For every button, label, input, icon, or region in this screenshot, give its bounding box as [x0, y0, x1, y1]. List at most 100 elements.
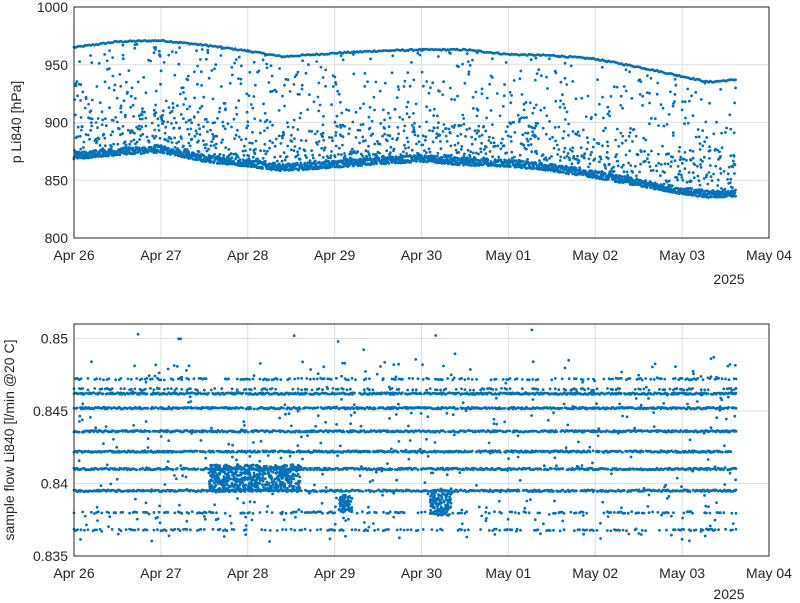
pressure-point [475, 51, 479, 54]
pressure-point [339, 134, 343, 138]
pressure-point [554, 139, 557, 143]
pressure-point [520, 93, 524, 96]
pressure-point [260, 165, 263, 169]
pressure-point [283, 158, 287, 162]
pressure-point [535, 152, 539, 156]
pressure-point [437, 55, 440, 58]
pressure-point [465, 128, 469, 131]
pressure-point [198, 107, 202, 110]
pressure-point [585, 136, 589, 140]
flow-point [196, 467, 200, 471]
pressure-point [80, 125, 84, 129]
pressure-point [124, 143, 128, 147]
pressure-point [696, 174, 700, 178]
pressure-point [619, 131, 623, 135]
pressure-point [239, 82, 243, 85]
pressure-point [130, 152, 134, 155]
pressure-point [680, 176, 684, 179]
pressure-point [258, 131, 262, 135]
pressure-point [179, 113, 183, 116]
pressure-point [601, 177, 604, 181]
pressure-point [665, 123, 669, 126]
pressure-point [115, 96, 119, 100]
pressure-point [412, 78, 416, 82]
pressure-point [391, 137, 394, 141]
pressure-point [104, 124, 108, 128]
pressure-point [195, 132, 199, 136]
pressure-point [557, 54, 560, 58]
pressure-point [168, 111, 172, 115]
pressure-point [367, 127, 371, 131]
pressure-point [391, 54, 395, 58]
pressure-point [374, 159, 378, 163]
pressure-point [295, 73, 298, 77]
pressure-point [589, 153, 592, 157]
pressure-point [263, 54, 267, 57]
pressure-point [137, 114, 141, 118]
pressure-point [480, 87, 484, 91]
pressure-point [563, 76, 567, 80]
pressure-point [154, 111, 158, 115]
pressure-point [96, 126, 99, 129]
pressure-point [681, 157, 685, 161]
pressure-point [300, 87, 304, 91]
pressure-point [231, 73, 234, 77]
pressure-point [216, 116, 219, 120]
pressure-point [292, 149, 296, 153]
pressure-point [108, 106, 111, 110]
pressure-point [634, 134, 638, 138]
pressure-point [105, 59, 109, 63]
pressure-point [425, 151, 428, 155]
pressure-point [218, 152, 222, 156]
pressure-point [368, 105, 372, 109]
pressure-point [81, 90, 85, 94]
pressure-point [218, 106, 222, 110]
pressure-point [254, 147, 257, 151]
pressure-point [235, 112, 239, 116]
pressure-point [184, 149, 187, 153]
pressure-point [367, 144, 370, 148]
pressure-point [571, 80, 575, 83]
pressure-point [269, 64, 273, 68]
pressure-point [285, 168, 289, 172]
pressure-point [508, 91, 512, 94]
pressure-point [679, 173, 683, 177]
pressure-point [592, 138, 596, 141]
pressure-point [478, 135, 481, 138]
pressure-point [111, 130, 114, 134]
pressure-point [130, 86, 134, 90]
pressure-point [316, 143, 319, 146]
pressure-point [166, 120, 170, 124]
x-tick-label: Apr 29 [314, 247, 355, 263]
pressure-point [194, 129, 198, 133]
pressure-point [172, 126, 176, 130]
pressure-point [418, 125, 421, 128]
pressure-point [421, 48, 425, 52]
pressure-point [719, 167, 722, 171]
pressure-point [280, 159, 284, 163]
pressure-point [722, 169, 726, 173]
pressure-point [622, 170, 626, 174]
pressure-point [188, 144, 192, 148]
pressure-point [506, 134, 510, 138]
pressure-point [465, 52, 469, 56]
pressure-point [253, 152, 257, 156]
pressure-point [680, 108, 684, 112]
pressure-point [395, 96, 399, 99]
x-tick-label: Apr 26 [53, 247, 94, 263]
pressure-point [338, 100, 342, 104]
pressure-point [244, 149, 247, 153]
pressure-point [153, 128, 157, 132]
pressure-point [334, 82, 338, 86]
pressure-point [182, 103, 186, 106]
pressure-point [215, 134, 219, 138]
pressure-point [386, 133, 390, 137]
pressure-point [612, 85, 616, 89]
pressure-point [265, 66, 269, 70]
pressure-point [210, 69, 214, 72]
pressure-point [186, 127, 190, 131]
pressure-point [349, 152, 353, 156]
pressure-point [166, 146, 170, 150]
pressure-point [453, 98, 457, 101]
pressure-point [648, 122, 651, 126]
